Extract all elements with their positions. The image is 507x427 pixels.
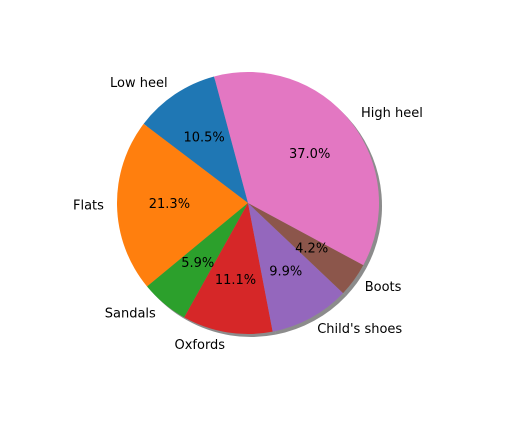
slice-pct-label-high-heel: 37.0%	[289, 147, 330, 162]
pie-slice-child-s-shoes	[248, 203, 344, 332]
pie-slice-boots	[248, 203, 364, 294]
pie-slices	[116, 71, 380, 335]
slice-category-label-flats: Flats	[73, 199, 104, 214]
pie-slice-sandals	[147, 203, 248, 318]
slice-category-label-boots: Boots	[365, 280, 402, 295]
slice-category-label-child-s-shoes: Child's shoes	[317, 322, 402, 337]
slice-category-label-sandals: Sandals	[105, 306, 156, 321]
slice-pct-label-oxfords: 11.1%	[215, 273, 256, 288]
pie-slice-flats	[116, 123, 248, 287]
slice-category-label-low-heel: Low heel	[110, 76, 168, 91]
slice-category-label-oxfords: Oxfords	[174, 338, 225, 353]
slice-pct-label-flats: 21.3%	[149, 197, 190, 212]
pie-labels: 10.5% Low heel 21.3% Flats 5.9% Sandals 11.1% O…	[73, 76, 423, 353]
slice-category-label-high-heel: High heel	[361, 106, 423, 121]
slice-pct-label-child-s-shoes: 9.9%	[269, 264, 302, 279]
pie-slice-high-heel	[214, 71, 380, 266]
slice-pct-label-boots: 4.2%	[295, 242, 328, 257]
slice-pct-label-sandals: 5.9%	[181, 256, 214, 271]
slice-pct-label-low-heel: 10.5%	[183, 130, 224, 145]
pie-slice-oxfords	[184, 203, 273, 335]
pie-slice-low-heel	[143, 76, 248, 203]
